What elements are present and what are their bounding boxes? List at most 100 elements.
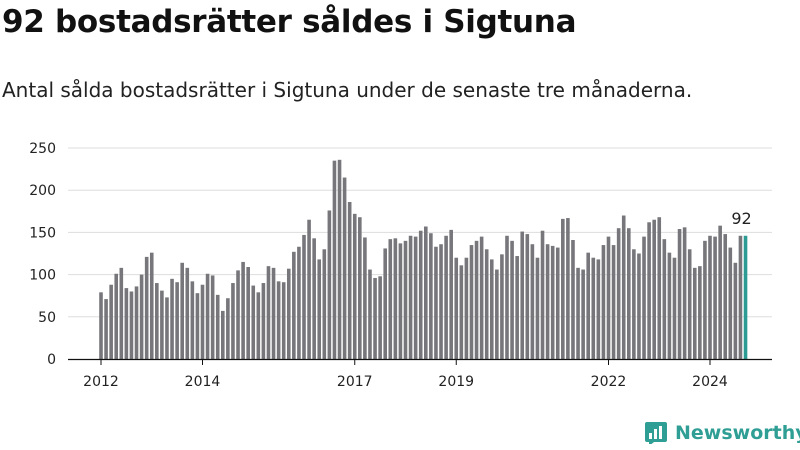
bar [231, 283, 235, 359]
bar [555, 247, 560, 359]
bar [454, 257, 459, 359]
bar [713, 236, 717, 359]
bar [200, 284, 205, 359]
bar [134, 286, 139, 359]
bar [114, 273, 119, 359]
bar [175, 282, 179, 359]
bar [495, 269, 499, 359]
y-tick-label: 50 [38, 310, 56, 326]
bar [718, 225, 722, 359]
bar [581, 269, 585, 359]
bar [723, 234, 728, 359]
bar [383, 248, 387, 359]
bar [281, 282, 286, 359]
bar [505, 235, 509, 359]
bar [647, 222, 651, 359]
bar [464, 257, 469, 359]
bar [662, 239, 667, 359]
bar [500, 254, 504, 359]
bar [109, 284, 113, 359]
bar [398, 243, 403, 359]
bar [149, 252, 154, 359]
bar [190, 281, 195, 359]
bar [489, 259, 494, 359]
bar [429, 233, 433, 359]
bar [586, 252, 590, 359]
bar [484, 249, 489, 359]
bar [180, 262, 184, 359]
bar [347, 202, 352, 359]
bar [358, 217, 362, 359]
bar [434, 246, 438, 359]
bar [591, 257, 596, 359]
bar [418, 230, 423, 359]
bar [627, 228, 631, 359]
bar [286, 268, 291, 359]
bar [469, 245, 474, 359]
bar [297, 246, 301, 359]
bar [342, 177, 347, 359]
bar-chart: 0 50 100 150 200 250 2012 2014 2017 2019 2022 2024 9… [29, 141, 772, 390]
bar [388, 239, 393, 359]
bar [540, 230, 545, 359]
bar [672, 257, 677, 359]
x-tick-label: 2022 [591, 374, 627, 390]
bar [474, 240, 479, 359]
bar [479, 236, 484, 359]
bar [530, 244, 535, 359]
logo-text: Newsworthy [675, 422, 800, 444]
bar [139, 274, 144, 359]
bar [210, 275, 215, 359]
bar [733, 262, 738, 359]
bar [632, 249, 636, 359]
y-tick-label: 100 [29, 268, 56, 284]
x-tick-label: 2019 [438, 374, 474, 390]
bar [571, 239, 575, 359]
bar [322, 249, 327, 359]
bar [205, 273, 210, 359]
bar [413, 236, 418, 359]
bar [692, 267, 697, 359]
bar [261, 283, 266, 359]
x-tick-label: 2014 [185, 374, 221, 390]
bar [185, 267, 190, 359]
bar [652, 219, 656, 359]
bar [545, 244, 550, 359]
bar [292, 251, 296, 359]
bar [170, 278, 174, 359]
x-tick-label: 2024 [692, 374, 728, 390]
bar [195, 293, 200, 359]
bar [439, 244, 443, 359]
bar [312, 238, 316, 359]
bar [363, 237, 367, 359]
bar [637, 253, 641, 359]
bar [408, 235, 413, 359]
bar [561, 218, 565, 359]
y-tick-label: 0 [47, 352, 56, 368]
bar [576, 267, 580, 359]
bar [129, 291, 134, 359]
bar [515, 256, 519, 359]
bar [337, 159, 342, 359]
y-tick-label: 200 [29, 183, 56, 199]
bar [276, 281, 281, 359]
bar [215, 294, 220, 359]
bar [657, 217, 662, 359]
bar [601, 245, 606, 359]
bar [368, 269, 372, 359]
bar [236, 270, 240, 359]
bar [124, 288, 129, 359]
bar [698, 266, 702, 359]
bar [271, 267, 276, 359]
bar [165, 297, 169, 359]
bar [611, 245, 616, 359]
bar [317, 259, 322, 359]
bar [307, 219, 311, 359]
bar [535, 257, 540, 359]
bar [566, 218, 570, 359]
bar [226, 298, 230, 359]
bar [241, 261, 245, 359]
bar [424, 226, 428, 359]
bar [738, 235, 743, 359]
bar-latest [743, 235, 748, 359]
